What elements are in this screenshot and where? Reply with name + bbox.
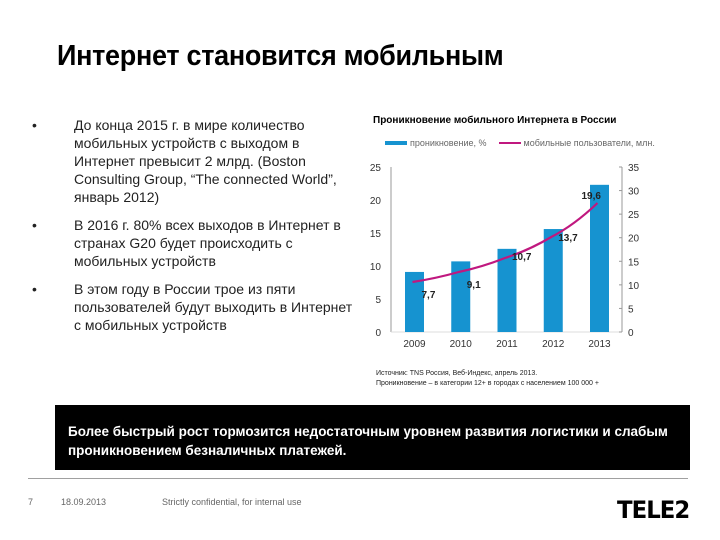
bullet-item: • В 2016 г. 80% всех выходов в Интернет … bbox=[30, 216, 360, 270]
x-axis-label: 2011 bbox=[496, 339, 518, 350]
right-axis-tick: 5 bbox=[628, 304, 634, 315]
bar bbox=[543, 229, 563, 332]
bullet-marker: • bbox=[32, 217, 37, 233]
source-line: Проникновение – в категории 12+ в города… bbox=[376, 380, 599, 387]
right-axis-tick: 20 bbox=[628, 234, 640, 245]
x-axis-label: 2013 bbox=[588, 339, 611, 350]
bullet-text: В этом году в России трое из пяти пользо… bbox=[74, 281, 353, 333]
slide-title: Интернет становится мобильным bbox=[57, 40, 504, 72]
footer-date: 18.09.2013 bbox=[61, 497, 107, 507]
left-axis-tick: 15 bbox=[370, 229, 382, 240]
bullet-text: До конца 2015 г. в мире количество мобил… bbox=[74, 117, 337, 205]
bullet-marker: • bbox=[32, 281, 37, 297]
line-data-label: 10,7 bbox=[512, 252, 532, 263]
bullet-item: • В этом году в России трое из пяти поль… bbox=[30, 280, 360, 334]
legend-line-swatch bbox=[498, 142, 521, 144]
right-axis-tick: 35 bbox=[628, 163, 640, 174]
line-data-label: 19,6 bbox=[582, 191, 602, 202]
left-axis-tick: 5 bbox=[375, 295, 381, 306]
bar bbox=[405, 271, 424, 332]
bar bbox=[451, 261, 471, 332]
right-axis-tick: 30 bbox=[628, 187, 640, 198]
line-data-label: 13,7 bbox=[558, 233, 578, 244]
right-axis-tick: 15 bbox=[628, 257, 640, 268]
chart-title: Проникновение мобильного Интернета в Рос… bbox=[373, 115, 617, 126]
right-axis-tick: 0 bbox=[628, 328, 634, 339]
bar bbox=[590, 184, 609, 332]
line-data-label: 7,7 bbox=[422, 290, 436, 301]
legend-label-penetration: проникновение, % bbox=[410, 138, 487, 148]
chart-source-note: Источник: TNS Россия, Веб-Индекс, апрель… bbox=[376, 369, 599, 389]
users-line bbox=[412, 202, 599, 284]
bullet-marker: • bbox=[32, 117, 37, 133]
x-axis-label: 2009 bbox=[403, 339, 426, 350]
chart-legend: проникновение, % мобильные пользователи,… bbox=[385, 138, 655, 148]
right-axis-tick: 25 bbox=[628, 210, 640, 221]
legend-label-users: мобильные пользователи, млн. bbox=[523, 138, 655, 148]
conclusion-banner: Более быстрый рост тормозится недостаточ… bbox=[55, 405, 690, 470]
legend-bar-swatch bbox=[385, 141, 407, 145]
bullet-text: В 2016 г. 80% всех выходов в Интернет в … bbox=[74, 217, 341, 269]
bar bbox=[497, 248, 517, 332]
x-axis-label: 2012 bbox=[542, 339, 565, 350]
source-line: Источник: TNS Россия, Веб-Индекс, апрель… bbox=[376, 370, 538, 377]
bullet-item: • До конца 2015 г. в мире количество моб… bbox=[30, 116, 360, 206]
x-axis-label: 2010 bbox=[450, 339, 473, 350]
bullet-list: • До конца 2015 г. в мире количество моб… bbox=[30, 116, 360, 344]
left-axis-tick: 10 bbox=[370, 262, 382, 273]
left-axis-tick: 25 bbox=[370, 163, 382, 174]
page-number: 7 bbox=[28, 497, 34, 507]
tele2-logo: TELE2 bbox=[617, 496, 690, 524]
footer-confidentiality: Strictly confidential, for internal use bbox=[162, 497, 302, 507]
left-axis-tick: 0 bbox=[375, 328, 381, 339]
right-axis-tick: 10 bbox=[628, 281, 640, 292]
left-axis-tick: 20 bbox=[370, 196, 382, 207]
footer-divider bbox=[28, 478, 688, 479]
line-data-label: 9,1 bbox=[467, 280, 481, 291]
